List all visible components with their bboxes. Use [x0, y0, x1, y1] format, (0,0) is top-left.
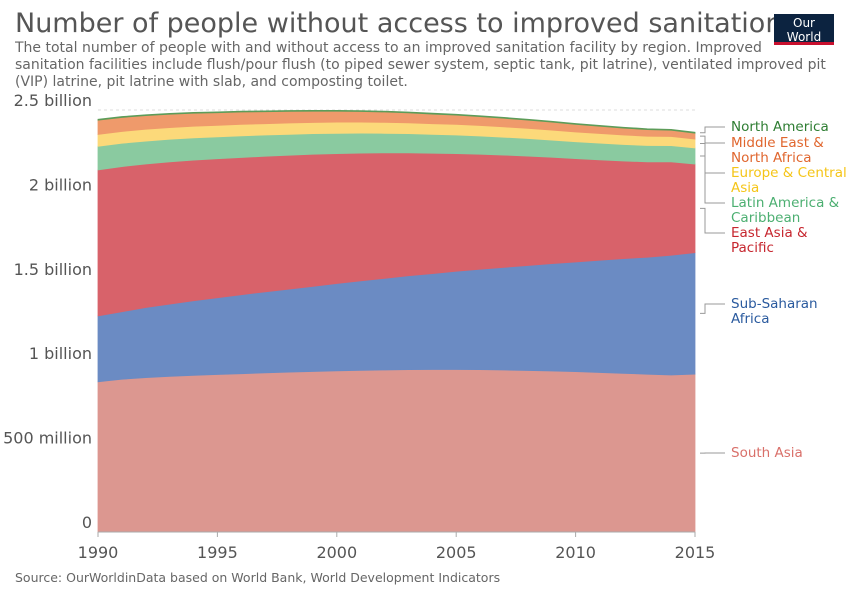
- legend-label[interactable]: North America: [731, 119, 829, 135]
- legend-label[interactable]: East Asia &: [731, 225, 808, 241]
- legend-connector: [700, 155, 725, 204]
- legend-label[interactable]: North Africa: [731, 150, 812, 166]
- y-tick-label: 0: [82, 513, 92, 532]
- y-tick-label: 1.5 billion: [14, 260, 92, 279]
- y-tick-label: 2 billion: [29, 175, 92, 194]
- x-tick-label: 2010: [555, 543, 596, 562]
- legend-label[interactable]: Middle East &: [731, 135, 824, 151]
- area-south-asia[interactable]: [97, 369, 696, 533]
- y-tick-label: 1 billion: [29, 344, 92, 363]
- legend-label[interactable]: Pacific: [731, 240, 774, 256]
- legend-label[interactable]: Latin America &: [731, 195, 840, 211]
- x-axis-ticks: 1990 1995 2000 2005 2010 2015: [78, 531, 716, 562]
- x-tick-label: 1995: [197, 543, 238, 562]
- legend-label[interactable]: Sub-Saharan: [731, 296, 818, 312]
- logo-line-2: in Data: [782, 44, 826, 58]
- source-note[interactable]: Source: OurWorldinData based on World Ba…: [15, 570, 501, 585]
- legend-connector: [700, 303, 725, 314]
- legend-connector: [700, 207, 725, 234]
- logo-line-1: Our World: [786, 16, 822, 44]
- x-tick-label: 2000: [316, 543, 357, 562]
- chart-subtitle: The total number of people with and with…: [15, 40, 826, 90]
- legend-connector: [700, 135, 725, 144]
- legend-label[interactable]: Caribbean: [731, 210, 800, 226]
- legend-label[interactable]: Europe & Central: [731, 165, 847, 181]
- y-tick-label: 2.5 billion: [14, 91, 92, 110]
- legend-connector: [700, 143, 725, 174]
- owid-logo[interactable]: Our World in Data: [774, 14, 834, 58]
- y-axis-ticks: 0 500 million 1 billion 1.5 billion 2 billio…: [3, 91, 92, 532]
- x-tick-label: 2015: [675, 543, 716, 562]
- legend-connector: [700, 126, 725, 134]
- legend-label[interactable]: South Asia: [731, 445, 803, 461]
- legend-label[interactable]: Africa: [731, 311, 770, 327]
- area-series: [97, 109, 696, 533]
- y-tick-label: 500 million: [3, 429, 92, 448]
- chart-title: Number of people without access to impro…: [15, 8, 775, 39]
- legend-label[interactable]: Asia: [731, 180, 759, 196]
- x-tick-label: 1990: [78, 543, 119, 562]
- x-tick-label: 2005: [436, 543, 477, 562]
- area-north-america[interactable]: [97, 109, 696, 134]
